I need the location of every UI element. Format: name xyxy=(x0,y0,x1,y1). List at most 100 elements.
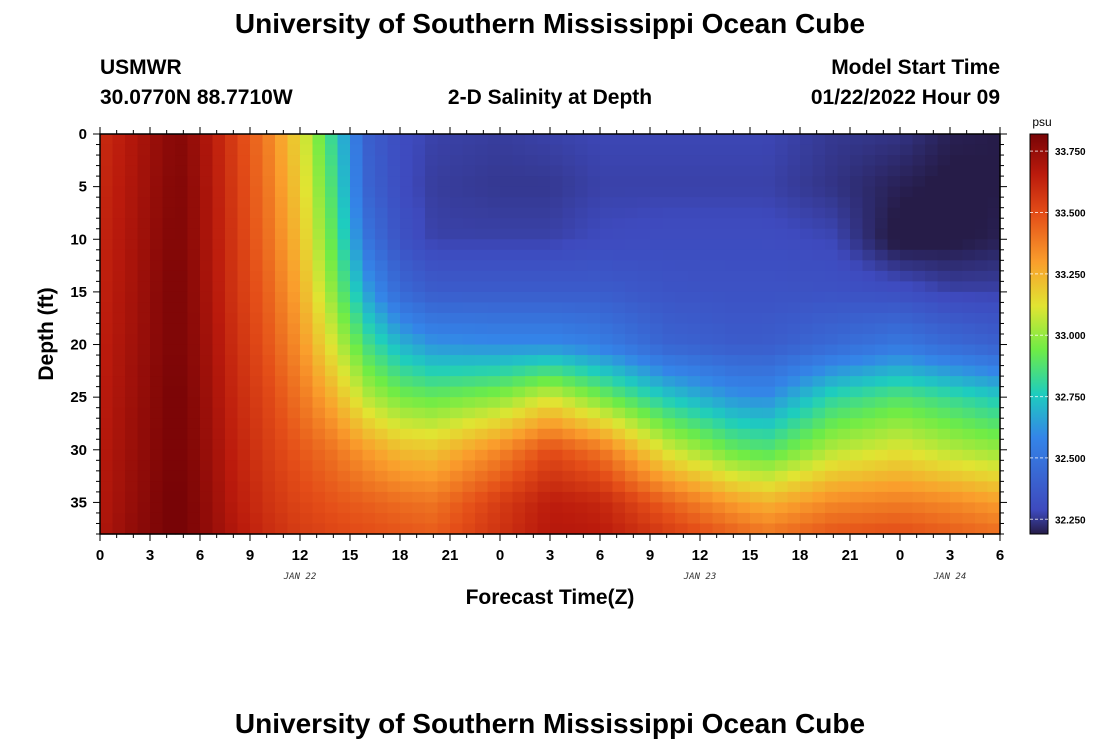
heatmap-cell xyxy=(912,407,926,419)
heatmap-cell xyxy=(375,439,389,451)
heatmap-cell xyxy=(612,523,626,535)
heatmap-cell xyxy=(512,144,526,156)
heatmap-cell xyxy=(575,218,589,230)
heatmap-cell xyxy=(775,176,789,188)
heatmap-cell xyxy=(125,502,139,514)
heatmap-cell xyxy=(237,512,251,525)
heatmap-cell xyxy=(462,334,476,346)
heatmap-cell xyxy=(100,281,114,293)
heatmap-cell xyxy=(550,176,564,188)
heatmap-cell xyxy=(975,312,989,325)
heatmap-cell xyxy=(425,176,439,188)
heatmap-cell xyxy=(775,386,789,398)
heatmap-cell xyxy=(337,418,351,430)
heatmap-cell xyxy=(112,334,126,346)
heatmap-cell xyxy=(425,502,439,514)
heatmap-cell xyxy=(837,176,851,188)
heatmap-cell xyxy=(500,249,514,261)
heatmap-cell xyxy=(700,344,714,356)
heatmap-cell xyxy=(775,460,789,472)
heatmap-cell xyxy=(525,155,539,167)
heatmap-cell xyxy=(837,481,851,493)
heatmap-cell xyxy=(662,197,676,209)
heatmap-cell xyxy=(712,365,726,377)
heatmap-cell xyxy=(287,365,301,377)
heatmap-cell xyxy=(487,355,501,367)
heatmap-cell xyxy=(375,523,389,535)
heatmap-cell xyxy=(550,197,564,209)
heatmap-cell xyxy=(287,376,301,388)
heatmap-cell xyxy=(275,134,289,146)
heatmap-cell xyxy=(912,291,926,304)
heatmap-cell xyxy=(550,365,564,377)
heatmap-cell xyxy=(850,134,864,146)
heatmap-cell xyxy=(437,376,451,388)
heatmap-cell xyxy=(362,365,376,377)
heatmap-cell xyxy=(450,134,464,146)
heatmap-cell xyxy=(287,523,301,535)
heatmap-cell xyxy=(462,397,476,409)
heatmap-cell xyxy=(662,281,676,293)
heatmap-cell xyxy=(687,512,701,525)
heatmap-cell xyxy=(937,186,951,198)
heatmap-cell xyxy=(700,207,714,219)
heatmap-cell xyxy=(225,176,239,188)
heatmap-cell xyxy=(137,218,151,230)
heatmap-cell xyxy=(100,449,114,461)
heatmap-cell xyxy=(162,144,176,156)
heatmap-cell xyxy=(325,334,339,346)
heatmap-cell xyxy=(862,281,876,293)
heatmap-cell xyxy=(512,512,526,525)
heatmap-cell xyxy=(937,481,951,493)
heatmap-cell xyxy=(337,155,351,167)
heatmap-cell xyxy=(212,334,226,346)
heatmap-cell xyxy=(350,312,364,325)
heatmap-cell xyxy=(837,449,851,461)
heatmap-cell xyxy=(700,218,714,230)
heatmap-cell xyxy=(687,397,701,409)
heatmap-cell xyxy=(850,176,864,188)
heatmap-cell xyxy=(112,228,126,240)
heatmap-cell xyxy=(862,523,876,535)
heatmap-cell xyxy=(450,386,464,398)
heatmap-cell xyxy=(562,302,576,314)
heatmap-cell xyxy=(362,165,376,177)
heatmap-cell xyxy=(950,397,964,409)
heatmap-cell xyxy=(825,134,839,146)
heatmap-cell xyxy=(825,418,839,430)
heatmap-cell xyxy=(850,386,864,398)
heatmap-cell xyxy=(162,449,176,461)
station-name: USMWR xyxy=(100,56,182,79)
heatmap-cell xyxy=(637,449,651,461)
heatmap-cell xyxy=(575,176,589,188)
heatmap-cell xyxy=(362,218,376,230)
heatmap-cell xyxy=(850,397,864,409)
heatmap-cell xyxy=(350,376,364,388)
heatmap-cell xyxy=(225,439,239,451)
heatmap-cell xyxy=(262,134,276,146)
heatmap-cell xyxy=(812,176,826,188)
heatmap-cell xyxy=(437,155,451,167)
heatmap-cell xyxy=(712,397,726,409)
heatmap-cell xyxy=(400,239,414,251)
heatmap-cell xyxy=(225,355,239,367)
x-tick-label: 3 xyxy=(146,547,154,564)
heatmap-cell xyxy=(637,344,651,356)
heatmap-cell xyxy=(550,281,564,293)
heatmap-cell xyxy=(137,323,151,335)
heatmap-cell xyxy=(425,291,439,304)
heatmap-cell xyxy=(287,197,301,209)
heatmap-cell xyxy=(300,207,314,219)
heatmap-cell xyxy=(450,428,464,440)
heatmap-cell xyxy=(737,502,751,514)
heatmap-cell xyxy=(975,449,989,461)
heatmap-cell xyxy=(762,491,776,504)
heatmap-cell xyxy=(187,502,201,514)
heatmap-cell xyxy=(687,502,701,514)
heatmap-cell xyxy=(762,249,776,261)
heatmap-cell xyxy=(100,228,114,240)
heatmap-cell xyxy=(675,523,689,535)
heatmap-cell xyxy=(625,449,639,461)
heatmap-cell xyxy=(537,155,551,167)
heatmap-cell xyxy=(950,386,964,398)
